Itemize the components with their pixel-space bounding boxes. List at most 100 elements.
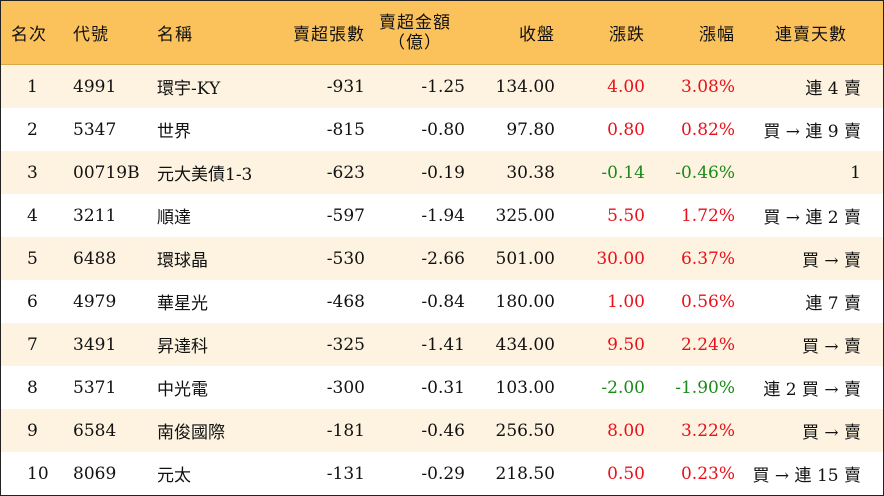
cell-net-sell-amount: -0.29 xyxy=(421,463,465,484)
header-code: 代號 xyxy=(73,25,109,45)
cell-rank: 4 xyxy=(27,205,38,226)
cell-net-sell-lots: -468 xyxy=(326,291,365,312)
cell-rank: 9 xyxy=(27,420,38,441)
table-row: 2 5347 世界 -815 -0.80 97.80 0.80 0.82% 買 … xyxy=(1,108,883,151)
cell-close: 256.50 xyxy=(495,420,555,441)
cell-net-sell-amount: -1.94 xyxy=(421,205,465,226)
cell-close: 325.00 xyxy=(495,205,555,226)
cell-rank: 1 xyxy=(27,76,38,97)
cell-change: 0.50 xyxy=(607,463,645,484)
cell-change-pct: 2.24% xyxy=(680,334,735,355)
cell-close: 501.00 xyxy=(495,248,555,269)
cell-name: 昇達科 xyxy=(157,337,208,357)
cell-code: 6488 xyxy=(73,248,117,269)
cell-rank: 8 xyxy=(27,377,38,398)
cell-change: -0.14 xyxy=(601,162,645,183)
cell-code: 3491 xyxy=(73,334,117,355)
cell-change-pct: 3.22% xyxy=(680,420,735,441)
table-row: 3 00719B 元大美債1-3 -623 -0.19 30.38 -0.14 … xyxy=(1,151,883,194)
table-header: 名次 代號 名稱 賣超張數 賣超金額 （億） 收盤 漲跌 漲幅 連賣天數 xyxy=(1,1,883,65)
table-row: 1 4991 環宇-KY -931 -1.25 134.00 4.00 3.08… xyxy=(1,65,883,108)
table-row: 8 5371 中光電 -300 -0.31 103.00 -2.00 -1.90… xyxy=(1,366,883,409)
cell-net-sell-amount: -2.66 xyxy=(421,248,465,269)
table-body: 1 4991 環宇-KY -931 -1.25 134.00 4.00 3.08… xyxy=(1,65,883,495)
table-row: 5 6488 環球晶 -530 -2.66 501.00 30.00 6.37%… xyxy=(1,237,883,280)
cell-net-sell-lots: -325 xyxy=(326,334,365,355)
cell-close: 218.50 xyxy=(495,463,555,484)
header-change: 漲跌 xyxy=(609,25,645,45)
cell-code: 4979 xyxy=(73,291,117,312)
cell-net-sell-amount: -0.80 xyxy=(421,119,465,140)
cell-change: -2.00 xyxy=(601,377,645,398)
table-row: 7 3491 昇達科 -325 -1.41 434.00 9.50 2.24% … xyxy=(1,323,883,366)
table-row: 6 4979 華星光 -468 -0.84 180.00 1.00 0.56% … xyxy=(1,280,883,323)
cell-change-pct: 0.23% xyxy=(680,463,735,484)
cell-name: 元大美債1-3 xyxy=(157,165,253,185)
cell-code: 6584 xyxy=(73,420,117,441)
cell-change: 4.00 xyxy=(607,76,645,97)
table-row: 10 8069 元太 -131 -0.29 218.50 0.50 0.23% … xyxy=(1,452,883,495)
table-row: 4 3211 順達 -597 -1.94 325.00 5.50 1.72% 買… xyxy=(1,194,883,237)
cell-net-sell-lots: -597 xyxy=(326,205,365,226)
header-close: 收盤 xyxy=(519,25,555,45)
cell-streak: 連 7 賣 xyxy=(805,294,861,314)
cell-streak: 買 → 連 2 賣 xyxy=(763,208,861,228)
cell-net-sell-lots: -181 xyxy=(326,420,365,441)
cell-net-sell-lots: -530 xyxy=(326,248,365,269)
cell-net-sell-lots: -300 xyxy=(326,377,365,398)
header-net-sell-amount-line2: （億） xyxy=(388,32,442,53)
cell-name: 環球晶 xyxy=(157,251,208,271)
cell-rank: 6 xyxy=(27,291,38,312)
cell-streak: 買 → 連 9 賣 xyxy=(763,122,861,142)
cell-code: 3211 xyxy=(73,205,117,226)
cell-change: 9.50 xyxy=(607,334,645,355)
header-net-sell-amount-line1: 賣超金額 xyxy=(379,12,451,33)
cell-net-sell-amount: -1.25 xyxy=(421,76,465,97)
cell-net-sell-amount: -0.31 xyxy=(421,377,465,398)
cell-streak: 1 xyxy=(850,162,861,183)
cell-net-sell-amount: -0.19 xyxy=(421,162,465,183)
cell-rank: 3 xyxy=(27,162,38,183)
cell-name: 南俊國際 xyxy=(157,423,225,443)
header-net-sell-lots: 賣超張數 xyxy=(293,25,365,45)
header-name: 名稱 xyxy=(157,25,193,45)
header-net-sell-amount: 賣超金額 （億） xyxy=(365,1,465,64)
cell-streak: 買 → 連 15 賣 xyxy=(752,466,862,486)
cell-code: 5371 xyxy=(73,377,117,398)
cell-net-sell-lots: -931 xyxy=(326,76,365,97)
cell-net-sell-amount: -1.41 xyxy=(421,334,465,355)
cell-close: 30.38 xyxy=(506,162,555,183)
cell-change: 0.80 xyxy=(607,119,645,140)
cell-change-pct: 0.82% xyxy=(680,119,735,140)
cell-name: 世界 xyxy=(157,122,191,142)
cell-close: 434.00 xyxy=(495,334,555,355)
cell-change: 30.00 xyxy=(596,248,645,269)
header-streak: 連賣天數 xyxy=(775,25,847,45)
cell-name: 元太 xyxy=(157,466,191,486)
cell-close: 134.00 xyxy=(495,76,555,97)
cell-change: 5.50 xyxy=(607,205,645,226)
header-change-pct: 漲幅 xyxy=(699,25,735,45)
cell-streak: 買 → 賣 xyxy=(801,337,861,357)
cell-net-sell-amount: -0.46 xyxy=(421,420,465,441)
cell-code: 5347 xyxy=(73,119,117,140)
cell-rank: 2 xyxy=(27,119,38,140)
cell-net-sell-lots: -815 xyxy=(326,119,365,140)
cell-rank: 5 xyxy=(27,248,38,269)
cell-code: 4991 xyxy=(73,76,117,97)
header-rank: 名次 xyxy=(11,25,47,45)
cell-name: 順達 xyxy=(157,208,191,228)
cell-change-pct: -0.46% xyxy=(675,162,735,183)
cell-close: 103.00 xyxy=(495,377,555,398)
cell-change: 8.00 xyxy=(607,420,645,441)
cell-change-pct: 3.08% xyxy=(680,76,735,97)
cell-code: 8069 xyxy=(73,463,117,484)
cell-name: 中光電 xyxy=(157,380,208,400)
cell-change-pct: 6.37% xyxy=(680,248,735,269)
cell-net-sell-lots: -131 xyxy=(326,463,365,484)
cell-net-sell-lots: -623 xyxy=(326,162,365,183)
cell-change-pct: 1.72% xyxy=(680,205,735,226)
cell-close: 180.00 xyxy=(495,291,555,312)
cell-net-sell-amount: -0.84 xyxy=(421,291,465,312)
